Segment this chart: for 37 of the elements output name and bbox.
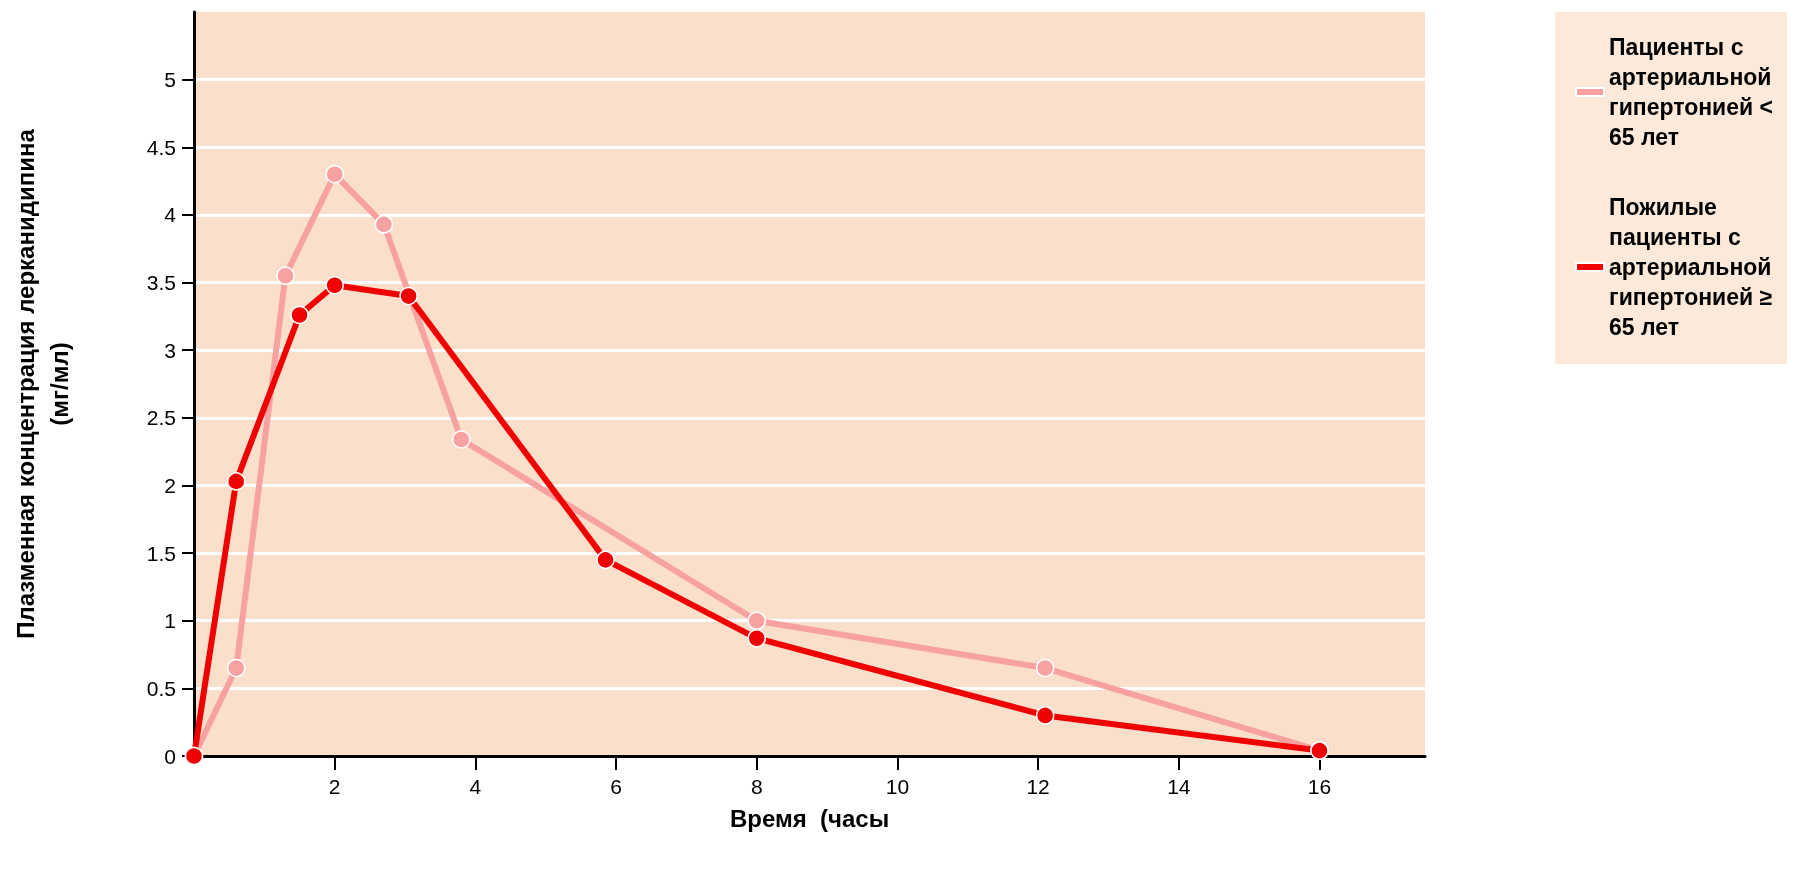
point [452, 430, 471, 449]
x-tick-label: 6 [610, 775, 622, 798]
y-tick-label: 0.5 [146, 676, 176, 700]
y-tick-label: 4.5 [146, 135, 176, 159]
x-tick-label: 14 [1167, 775, 1191, 798]
y-tick-label: 1.5 [146, 541, 176, 565]
point [325, 276, 344, 295]
x-tick-label: 2 [328, 775, 341, 798]
y-tick-label: 3 [164, 338, 176, 362]
legend-label: Пациенты с артериальной гипертонией < 65 лет [1609, 34, 1774, 150]
point [226, 472, 246, 491]
y-tick-label: 3.5 [146, 271, 176, 295]
y-axis-title: Плазменная концентрация лерканидипина (мг/мл) [11, 128, 73, 639]
y-tick-label: 5 [164, 68, 176, 92]
x-tick-label: 4 [469, 775, 482, 798]
y-tick-label: 4 [164, 203, 177, 227]
legend-label: Пожилые пациенты с артериальной гипертонией ≥ 65 лет [1609, 194, 1773, 340]
point [747, 611, 766, 630]
point [290, 305, 309, 325]
y-tick-label: 2 [164, 473, 176, 497]
y-tick-label: 2.5 [146, 406, 176, 430]
point [596, 550, 615, 570]
point [276, 266, 295, 286]
x-tick-label: 8 [750, 775, 763, 798]
point [1035, 658, 1055, 678]
point [747, 629, 766, 648]
point [374, 215, 394, 234]
y-tick-label: 1 [164, 609, 176, 633]
point [1035, 706, 1055, 725]
point [325, 165, 344, 184]
point [399, 286, 418, 306]
x-tick-label: 16 [1307, 775, 1332, 798]
x-axis-title: Время (часы [729, 804, 890, 832]
x-tick-label: 10 [885, 775, 910, 798]
y-tick-label: 0 [164, 744, 176, 768]
point [226, 658, 246, 678]
x-tick-label: 12 [1026, 775, 1050, 798]
